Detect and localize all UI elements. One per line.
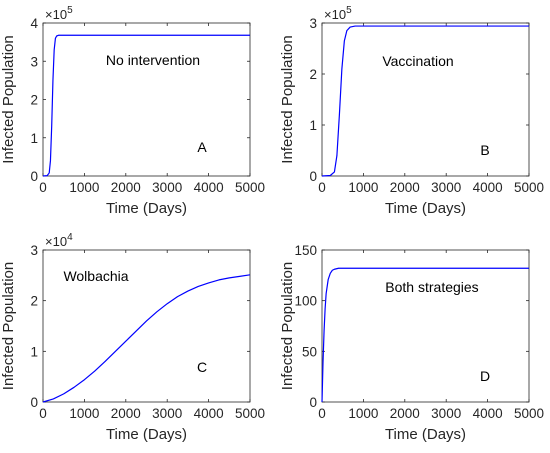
y-multiplier-base: ×10 [45, 7, 67, 22]
y-multiplier: ×105 [324, 5, 352, 22]
x-tick-label: 0 [318, 180, 326, 195]
x-tick-label: 3000 [431, 180, 461, 195]
x-tick-label: 5000 [514, 406, 544, 421]
y-multiplier: ×105 [45, 5, 73, 22]
x-axis-label: Time (Days) [385, 200, 466, 217]
panel-letter: C [197, 359, 207, 375]
x-tick-label: 5000 [514, 180, 544, 195]
y-multiplier-exponent: 4 [67, 232, 73, 243]
y-multiplier: ×104 [45, 232, 73, 249]
chart-panel: 0 1000 2000 3000 4000 5000 0 1 2 3 ×104 Time (Days)… [0, 232, 265, 443]
y-tick-label: 1 [309, 118, 317, 133]
y-tick-label: 0 [309, 395, 317, 410]
x-tick-label: 0 [39, 180, 47, 195]
x-tick-label: 5000 [235, 180, 265, 195]
x-tick-label: 4000 [194, 406, 224, 421]
y-tick-label: 50 [302, 344, 317, 359]
plot-area [42, 249, 251, 403]
x-tick-label: 1000 [69, 180, 99, 195]
y-tick-label: 0 [309, 169, 317, 184]
x-tick-label: 1000 [69, 406, 99, 421]
y-tick-label: 3 [30, 243, 38, 258]
x-tick-label: 3000 [152, 406, 182, 421]
y-tick-label: 2 [30, 93, 38, 108]
chart-panel: 0 1000 2000 3000 4000 5000 0 1 2 3 ×105 Time (Days)… [279, 5, 544, 217]
x-tick-label: 4000 [473, 180, 503, 195]
y-tick-label: 150 [294, 243, 317, 258]
x-axis-label: Time (Days) [385, 426, 466, 443]
y-axis-label: Infected Population [0, 262, 17, 390]
panel-letter: A [197, 139, 207, 155]
x-tick-label: 2000 [111, 180, 141, 195]
y-multiplier-base: ×10 [324, 7, 346, 22]
x-tick-label: 2000 [111, 406, 141, 421]
y-tick-label: 0 [30, 169, 38, 184]
series-line [42, 274, 251, 403]
x-tick-label: 0 [318, 406, 326, 421]
chart-panel: 0 1000 2000 3000 4000 5000 0 1 2 3 4 ×105 Time (Days… [0, 5, 265, 217]
y-tick-label: 100 [294, 294, 317, 309]
plot-area [321, 249, 530, 403]
x-tick-label: 0 [39, 406, 47, 421]
x-tick-label: 3000 [152, 180, 182, 195]
series-line [321, 25, 529, 177]
x-tick-label: 4000 [194, 180, 224, 195]
x-tick-label: 1000 [348, 406, 378, 421]
x-tick-label: 5000 [235, 406, 265, 421]
panel-letter: B [480, 142, 489, 158]
y-tick-label: 2 [309, 67, 317, 82]
x-tick-label: 1000 [348, 180, 378, 195]
y-axis-label: Infected Population [279, 262, 296, 390]
y-axis-label: Infected Population [279, 35, 296, 163]
y-tick-label: 1 [30, 344, 38, 359]
y-multiplier-exponent: 5 [67, 5, 73, 16]
series-line [42, 34, 250, 177]
series-line [321, 267, 529, 403]
y-axis-label: Infected Population [0, 35, 17, 163]
x-tick-label: 2000 [390, 180, 420, 195]
x-tick-label: 4000 [473, 406, 503, 421]
y-tick-label: 2 [30, 294, 38, 309]
y-tick-label: 1 [30, 131, 38, 146]
y-tick-label: 0 [30, 395, 38, 410]
plot-area [321, 22, 530, 177]
x-tick-label: 3000 [431, 406, 461, 421]
y-multiplier-base: ×10 [45, 234, 67, 249]
panel-annotation: Wolbachia [63, 268, 128, 284]
y-tick-label: 4 [30, 16, 38, 31]
x-axis-label: Time (Days) [106, 426, 187, 443]
y-multiplier-exponent: 5 [346, 5, 352, 16]
chart-panel: 0 1000 2000 3000 4000 5000 0 50 100 150 Time (Days… [279, 243, 544, 443]
y-tick-label: 3 [30, 54, 38, 69]
panel-letter: D [480, 368, 490, 384]
x-tick-label: 2000 [390, 406, 420, 421]
panel-annotation: Both strategies [385, 279, 478, 295]
panel-annotation: Vaccination [382, 53, 453, 69]
y-tick-label: 3 [309, 16, 317, 31]
x-axis-label: Time (Days) [106, 200, 187, 217]
plot-area [42, 22, 251, 177]
panel-annotation: No intervention [106, 52, 200, 68]
